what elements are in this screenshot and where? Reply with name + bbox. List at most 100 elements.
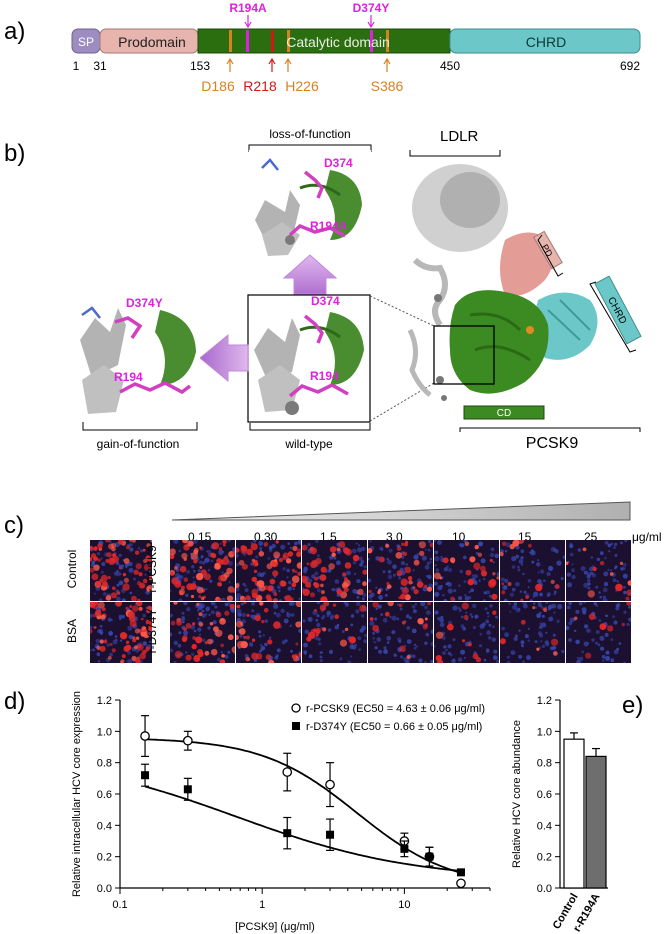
gain-arrow bbox=[199, 333, 249, 383]
data-point-circle bbox=[140, 731, 150, 741]
y-tick-label: 0.4 bbox=[537, 820, 552, 832]
panel-letter-e: e) bbox=[622, 692, 644, 719]
pos-31: 31 bbox=[93, 59, 107, 73]
loss-r194a-label: R194A bbox=[310, 219, 348, 233]
y-axis-label: Relative HCV core abundance bbox=[511, 720, 523, 868]
legend-label: r-D374Y (EC50 = 0.66 ± 0.05 μg/ml) bbox=[306, 721, 482, 733]
domain-map: SP Prodomain Catalytic domain CHRD 1 31 … bbox=[71, 1, 641, 94]
legend-square bbox=[292, 722, 300, 730]
sp-label: SP bbox=[78, 35, 94, 49]
bar bbox=[563, 738, 585, 889]
y-tick-label: 0.2 bbox=[97, 852, 112, 864]
loss-of-function-inset: D374 R194A bbox=[249, 150, 371, 260]
y-tick-label: 1.0 bbox=[97, 726, 112, 738]
data-point-square bbox=[183, 785, 192, 794]
zoom-box bbox=[433, 325, 495, 385]
wild-type-inset: D374 R194 bbox=[247, 294, 371, 423]
data-point-square bbox=[283, 829, 292, 838]
r-d374y-image bbox=[236, 602, 301, 663]
y-tick-label: 1.2 bbox=[537, 695, 552, 707]
r-pcsk9-image bbox=[566, 540, 631, 601]
r-d374y-image bbox=[368, 602, 433, 663]
r194-marker bbox=[246, 30, 249, 52]
y-tick-label: 0.6 bbox=[537, 789, 552, 801]
concentration-unit: μg/ml bbox=[632, 530, 662, 544]
wild-type-label: wild-type bbox=[284, 437, 333, 451]
pos-1: 1 bbox=[73, 59, 80, 73]
wt-d374-label: D374 bbox=[311, 294, 340, 308]
fit-curve bbox=[144, 785, 462, 872]
data-point-square bbox=[326, 830, 335, 839]
loss-of-function-label: loss-of-function bbox=[269, 127, 350, 141]
panel-letter-b: b) bbox=[4, 140, 26, 167]
pos-450: 450 bbox=[440, 59, 460, 73]
r194a-label: R194A bbox=[229, 1, 267, 15]
pcsk9-ldlr-complex: LDLR PD CHRD CD PCSK9 bbox=[407, 128, 642, 452]
panel-letter-a: a) bbox=[4, 18, 26, 45]
data-point-circle bbox=[325, 779, 335, 790]
r-d374y-image bbox=[500, 602, 565, 663]
y-tick-label: 0.6 bbox=[97, 789, 112, 801]
r218-label: R218 bbox=[243, 78, 277, 94]
d374-marker bbox=[370, 30, 373, 52]
y-tick-label: 0.2 bbox=[537, 852, 552, 864]
prodomain-label: Prodomain bbox=[118, 34, 186, 50]
wt-r194-label: R194 bbox=[310, 369, 339, 383]
y-axis-label: Relative intracellular HCV core expressi… bbox=[71, 691, 83, 897]
bsa-image bbox=[90, 602, 152, 663]
loss-arrow bbox=[282, 254, 338, 295]
gain-r194-label: R194 bbox=[114, 370, 143, 384]
gain-d374y-label: D374Y bbox=[126, 296, 163, 310]
data-point-circle bbox=[456, 878, 466, 889]
r-d374y-row-label: r-D374Y bbox=[145, 608, 159, 654]
loss-d374-label: D374 bbox=[324, 156, 353, 170]
r-pcsk9-image bbox=[236, 540, 301, 601]
structure-figure: loss-of-function D374 R194A D374 R194 wi… bbox=[68, 127, 642, 452]
d186-label: D186 bbox=[201, 78, 235, 94]
panel-letter-c: c) bbox=[4, 512, 24, 539]
catalytic-label: Catalytic domain bbox=[286, 34, 390, 50]
bsa-row-label: BSA bbox=[65, 619, 79, 644]
data-point-square bbox=[141, 771, 150, 780]
s386-label: S386 bbox=[371, 78, 404, 94]
s386-marker bbox=[386, 30, 389, 52]
chrd-label: CHRD bbox=[526, 34, 566, 50]
r-d374y-image bbox=[434, 602, 499, 663]
data-point-circle bbox=[182, 735, 193, 746]
bar-chart: 0.0 0.2 0.4 0.6 0.8 1.0 1.2 Relative HCV core a… bbox=[511, 695, 608, 934]
cd-tag: CD bbox=[497, 408, 511, 419]
r-pcsk9-row-label: r-PCSK9 bbox=[145, 545, 159, 593]
x-axis-label: [PCSK9] (μg/ml) bbox=[235, 921, 315, 933]
r-pcsk9-image bbox=[170, 540, 235, 601]
r-pcsk9-image bbox=[368, 540, 433, 601]
x-tick-label: 0.1 bbox=[112, 899, 127, 911]
r-pcsk9-image bbox=[302, 540, 367, 601]
data-point-circle bbox=[282, 767, 293, 777]
d186-marker bbox=[229, 30, 232, 52]
r-d374y-image bbox=[566, 602, 631, 663]
legend-circle bbox=[291, 703, 301, 713]
y-tick-label: 0.0 bbox=[537, 883, 552, 895]
x-tick-label: 10 bbox=[398, 899, 410, 911]
x-tick-label: 1 bbox=[259, 899, 265, 911]
bar bbox=[585, 755, 607, 889]
panel-letter-d: d) bbox=[4, 688, 26, 715]
pos-692: 692 bbox=[620, 59, 640, 73]
h226-marker bbox=[287, 30, 290, 52]
gain-of-function-label: gain-of-function bbox=[97, 437, 180, 451]
y-tick-label: 1.2 bbox=[97, 695, 112, 707]
data-point-square bbox=[456, 868, 465, 877]
y-tick-label: 0.4 bbox=[97, 820, 112, 832]
y-tick-label: 0.8 bbox=[97, 758, 112, 770]
r-d374y-image bbox=[170, 602, 235, 663]
r218-marker bbox=[271, 30, 274, 52]
y-tick-label: 0.0 bbox=[97, 883, 112, 895]
pcsk9-label: PCSK9 bbox=[526, 435, 579, 452]
data-point-square bbox=[400, 844, 409, 853]
fit-curve bbox=[144, 738, 462, 874]
r-pcsk9-image bbox=[500, 540, 565, 601]
control-image bbox=[90, 540, 152, 601]
y-tick-label: 0.8 bbox=[537, 758, 552, 770]
gain-of-function-inset: D374Y R194 bbox=[68, 295, 200, 425]
h226-label: H226 bbox=[285, 78, 319, 94]
